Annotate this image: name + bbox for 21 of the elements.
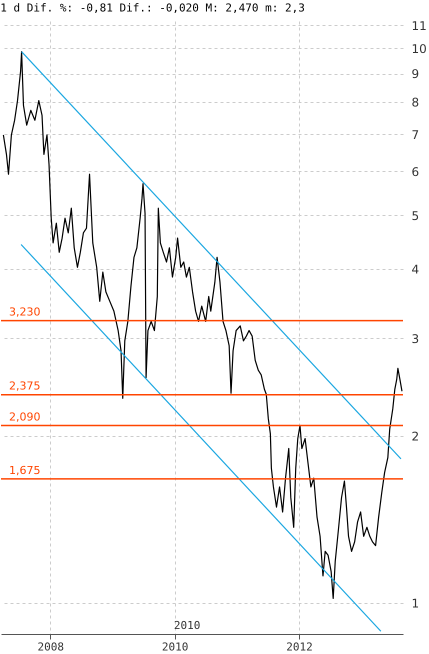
- y-tick-label: 7: [412, 128, 420, 142]
- line-series: [2, 51, 403, 600]
- x-tick-label: 2008: [37, 640, 64, 654]
- x-tick-label: 2010: [162, 640, 188, 654]
- y-tick-label: 10: [412, 42, 427, 56]
- y-tick-label: 9: [412, 67, 420, 82]
- y-tick-label: 1: [412, 596, 420, 611]
- y-tick-label: 11: [412, 18, 427, 33]
- y-tick-label: 2: [412, 430, 420, 444]
- ref-line-label: 2,375: [9, 380, 40, 393]
- ref-line-label: 3,230: [9, 306, 40, 319]
- chart-title: 1 d Dif. %: -0,81 Dif.: -0,020 M: 2,470 m: 2,3: [0, 1, 305, 14]
- y-tick-label: 6: [412, 164, 420, 179]
- ref-line-label: 2,090: [9, 410, 40, 424]
- ref-line-label: 1,675: [9, 464, 40, 477]
- annotation: 2010: [174, 619, 200, 632]
- y-tick-label: 8: [412, 96, 420, 110]
- y-tick-label: 4: [412, 262, 420, 277]
- y-tick-label: 5: [412, 208, 420, 223]
- y-tick-label: 3: [412, 332, 420, 346]
- x-tick-label: 2012: [286, 640, 313, 654]
